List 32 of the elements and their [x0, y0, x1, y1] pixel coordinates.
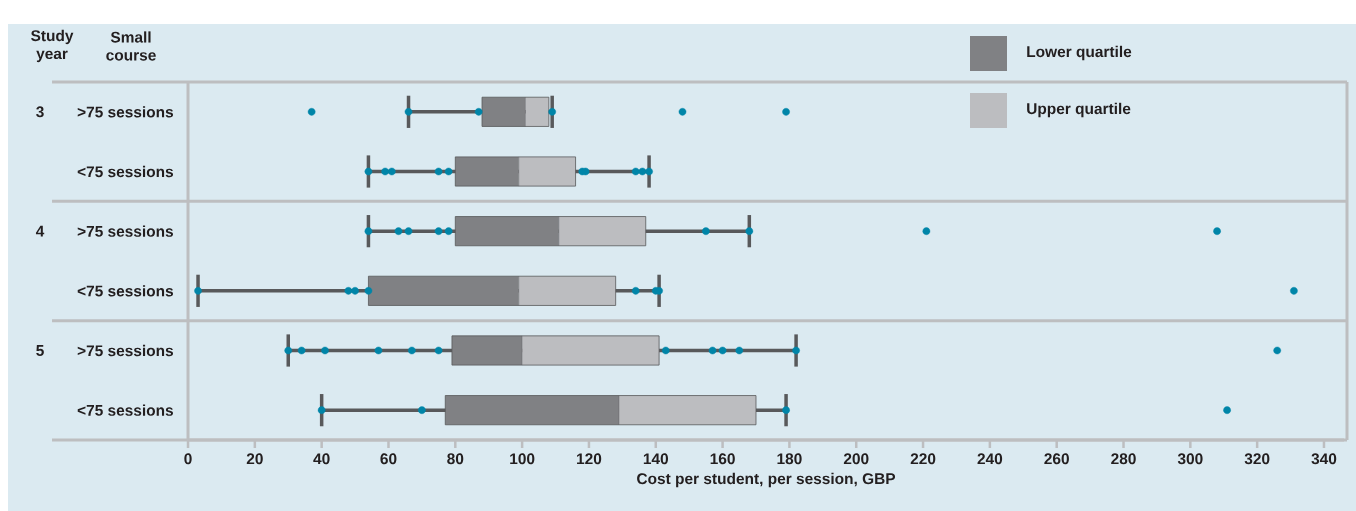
x-tick-label: 260: [1044, 453, 1069, 465]
y-tick-label: >75 sessions: [77, 344, 174, 357]
x-tick-label: 120: [577, 453, 602, 465]
x-tick-label: 280: [1111, 453, 1136, 465]
x-tick-label: 220: [910, 453, 936, 465]
text: 5: [36, 345, 44, 356]
x-tick-label: 300: [1177, 453, 1203, 465]
x-tick-label: 160: [710, 453, 735, 465]
text: 4: [35, 225, 45, 237]
text: Study year: [31, 29, 74, 63]
x-tick-label: 240: [977, 453, 1003, 465]
y-tick-label: <75 sessions: [77, 165, 174, 178]
x-tick-label: 320: [1244, 453, 1270, 465]
x-axis-title: Cost per student, per session, GBP: [637, 472, 896, 488]
y-tick-label: <75 sessions: [77, 285, 174, 297]
x-tick-label: 80: [447, 453, 464, 465]
y-tick-label: >75 sessions: [77, 225, 174, 237]
legend-label: Lower quartile: [1027, 45, 1132, 61]
x-tick-label: 40: [313, 453, 330, 465]
text: Small course: [106, 31, 156, 61]
x-tick-label: 60: [380, 453, 397, 465]
x-tick-label: 200: [843, 453, 869, 465]
x-tick-label: 0: [184, 453, 192, 465]
x-tick-label: 340: [1311, 453, 1337, 465]
x-tick-label: 100: [510, 453, 535, 465]
x-tick-label: 20: [246, 453, 263, 465]
y-tick-label: <75 sessions: [77, 404, 174, 416]
x-tick-label: 140: [643, 453, 669, 465]
y-tick-label: >75 sessions: [77, 106, 174, 118]
text: 3: [36, 106, 44, 118]
legend-label: Upper quartile: [1027, 102, 1131, 118]
x-tick-label: 180: [777, 453, 802, 465]
